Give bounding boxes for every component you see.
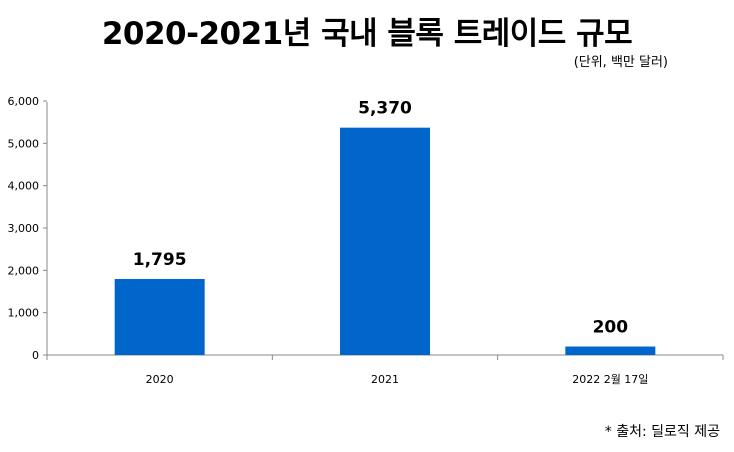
bar [114, 279, 205, 355]
y-tick-group: 0 1,000 2,000 3,000 4,000 5,000 6,000 [8, 95, 47, 362]
category-label-group: 2020 2021 2022 2월 17일 [146, 372, 649, 386]
y-tick-label: 1,000 [8, 307, 40, 320]
y-tick-label: 3,000 [8, 222, 40, 235]
bar [340, 127, 430, 355]
data-label: 5,370 [358, 99, 412, 119]
data-label: 200 [593, 318, 629, 338]
source-note: * 출처: 딜로직 제공 [604, 424, 720, 440]
chart-title: 2020-2021년 국내 블록 트레이드 규모 [101, 16, 633, 52]
y-tick-label: 5,000 [8, 137, 40, 150]
data-label-group: 1,795 5,370 200 [133, 99, 628, 338]
x-category-label: 2020 [146, 373, 174, 386]
unit-note: (단위, 백만 달러) [573, 55, 668, 70]
x-category-label: 2022 2월 17일 [572, 372, 648, 386]
y-tick-label: 4,000 [8, 180, 40, 193]
bar-group [114, 127, 656, 355]
x-tick-group [46, 355, 724, 360]
y-tick-label: 2,000 [8, 264, 40, 277]
y-tick-label: 6,000 [8, 95, 40, 108]
data-label: 1,795 [133, 250, 187, 270]
y-tick-label: 0 [32, 349, 39, 362]
bar [565, 346, 656, 355]
x-category-label: 2021 [371, 373, 399, 386]
